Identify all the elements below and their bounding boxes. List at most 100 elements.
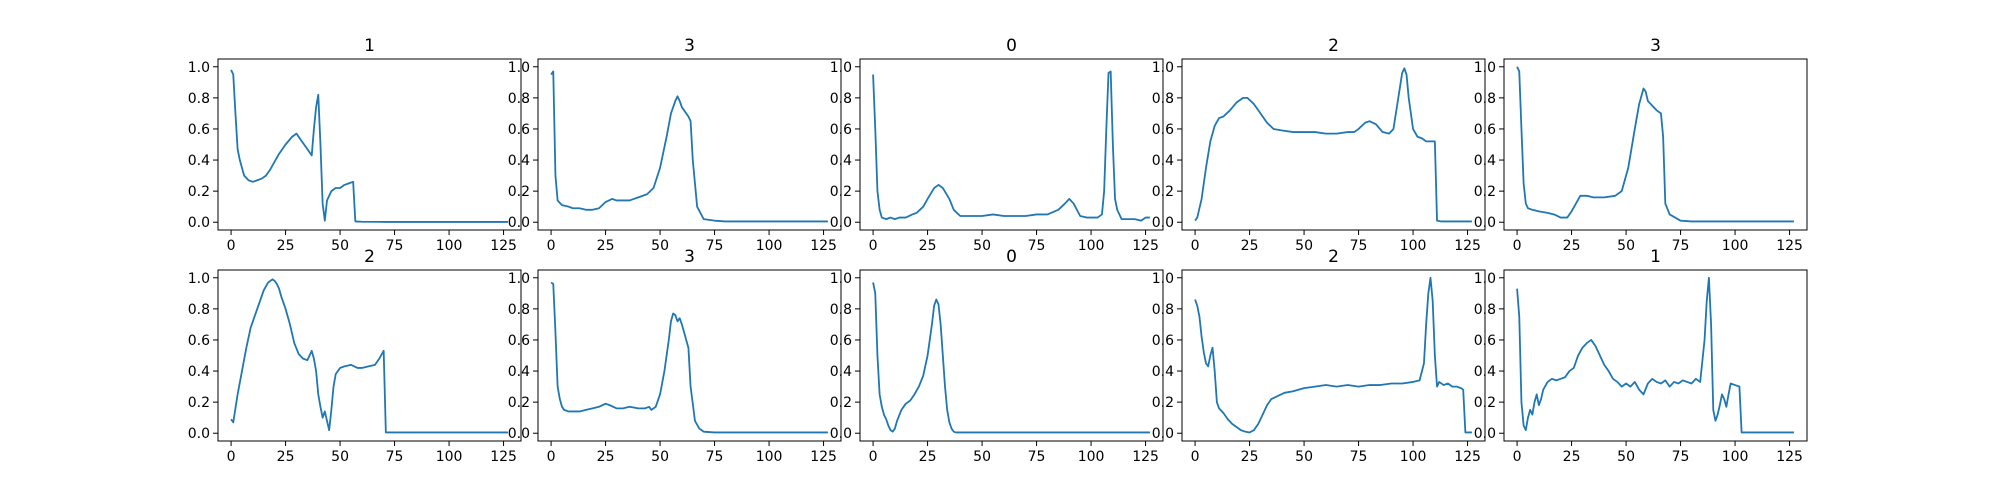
x-tick-label: 0 xyxy=(1513,238,1522,254)
x-tick-label: 100 xyxy=(1078,449,1105,465)
subplot-8: 0 0 25 50 75 100 125 0.0 0.2 0.4 0.6 0.8 1.0 xyxy=(830,247,1164,465)
y-tick-label: 0.8 xyxy=(508,302,530,318)
subplot-10: 1 0 25 50 75 100 125 0.0 0.2 0.4 0.6 0.8 1.0 xyxy=(1474,247,1808,465)
y-tick-label: 1.0 xyxy=(830,60,852,76)
x-tick-label: 125 xyxy=(490,449,517,465)
x-tick-label: 75 xyxy=(1028,449,1046,465)
x-tick-label: 75 xyxy=(706,238,724,254)
axes-frame xyxy=(537,269,842,442)
subplot-title: 3 xyxy=(684,247,695,267)
x-tick-label: 50 xyxy=(1295,238,1313,254)
y-tick-label: 0.8 xyxy=(508,91,530,107)
subplot-2: 3 0 25 50 75 100 125 0.0 0.2 0.4 0.6 0.8 1.0 xyxy=(508,36,842,254)
x-tick-label: 100 xyxy=(436,238,463,254)
x-tick-label: 75 xyxy=(386,449,404,465)
y-tick-label: 1.0 xyxy=(508,60,530,76)
y-tick-label: 0.8 xyxy=(188,91,210,107)
subplot-9: 2 0 25 50 75 100 125 0.0 0.2 0.4 0.6 0.8 1.0 xyxy=(1152,247,1486,465)
y-tick-label: 0.0 xyxy=(830,426,852,442)
series-line xyxy=(872,282,1150,434)
y-tick-label: 0.0 xyxy=(188,215,210,231)
y-tick-label: 0.4 xyxy=(1474,153,1496,169)
subplot-title: 1 xyxy=(1650,247,1661,267)
axes-frame xyxy=(217,58,522,231)
y-tick-label: 0.0 xyxy=(1152,215,1174,231)
x-tick-label: 50 xyxy=(651,449,669,465)
x-tick-label: 25 xyxy=(1241,238,1259,254)
y-tick-label: 0.2 xyxy=(1474,395,1496,411)
y-tick-label: 0.2 xyxy=(1474,184,1496,200)
x-tick-label: 0 xyxy=(227,238,236,254)
x-tick-label: 100 xyxy=(1400,449,1427,465)
y-tick-label: 0.4 xyxy=(508,364,530,380)
x-tick-label: 0 xyxy=(869,449,878,465)
y-tick-label: 0.4 xyxy=(1474,364,1496,380)
x-tick-label: 0 xyxy=(547,449,556,465)
y-tick-label: 0.2 xyxy=(1152,395,1174,411)
x-tick-label: 100 xyxy=(1400,238,1427,254)
y-tick-label: 0.0 xyxy=(1474,426,1496,442)
y-tick-label: 1.0 xyxy=(1152,271,1174,287)
x-tick-label: 50 xyxy=(1617,449,1635,465)
x-tick-label: 25 xyxy=(277,238,295,254)
y-tick-label: 0.8 xyxy=(188,302,210,318)
x-tick-label: 0 xyxy=(1191,238,1200,254)
x-tick-label: 125 xyxy=(1454,449,1481,465)
series-line xyxy=(550,70,828,223)
y-tick-label: 0.6 xyxy=(508,122,530,138)
y-tick-label: 0.6 xyxy=(830,333,852,349)
x-tick-label: 25 xyxy=(277,449,295,465)
x-tick-label: 125 xyxy=(1132,449,1159,465)
y-tick-label: 0.2 xyxy=(508,395,530,411)
subplot-title: 0 xyxy=(1006,36,1017,56)
y-tick-label: 0.4 xyxy=(188,153,210,169)
y-tick-label: 0.0 xyxy=(188,426,210,442)
x-tick-label: 50 xyxy=(331,449,349,465)
series-line xyxy=(1194,276,1472,434)
axes-frame xyxy=(1181,58,1486,231)
x-tick-label: 25 xyxy=(1563,449,1581,465)
y-tick-label: 0.6 xyxy=(1152,333,1174,349)
y-tick-label: 1.0 xyxy=(1474,271,1496,287)
y-tick-label: 0.8 xyxy=(830,302,852,318)
y-tick-label: 0.6 xyxy=(830,122,852,138)
axes-frame xyxy=(1503,58,1808,231)
y-tick-label: 0.2 xyxy=(830,184,852,200)
axes-frame xyxy=(859,269,1164,442)
subplot-title: 2 xyxy=(1328,36,1339,56)
subplot-title: 0 xyxy=(1006,247,1017,267)
y-tick-label: 0.8 xyxy=(830,91,852,107)
x-tick-label: 25 xyxy=(597,449,615,465)
subplot-1: 1 0 25 50 75 100 125 0.0 0.2 0.4 0.6 0.8 1.0 xyxy=(188,36,522,254)
y-tick-label: 0.0 xyxy=(508,426,530,442)
x-tick-label: 100 xyxy=(436,449,463,465)
x-tick-label: 100 xyxy=(1078,238,1105,254)
x-tick-label: 0 xyxy=(1191,449,1200,465)
y-tick-label: 1.0 xyxy=(1474,60,1496,76)
x-tick-label: 50 xyxy=(973,238,991,254)
axes-frame xyxy=(859,58,1164,231)
y-tick-label: 1.0 xyxy=(508,271,530,287)
x-tick-label: 50 xyxy=(331,238,349,254)
x-tick-label: 125 xyxy=(1132,238,1159,254)
series-line xyxy=(1194,67,1472,223)
y-tick-label: 1.0 xyxy=(1152,60,1174,76)
x-tick-label: 125 xyxy=(1454,238,1481,254)
x-tick-label: 0 xyxy=(1513,449,1522,465)
series-line xyxy=(550,281,828,434)
y-tick-label: 0.4 xyxy=(1152,153,1174,169)
y-tick-label: 1.0 xyxy=(830,271,852,287)
y-tick-label: 0.6 xyxy=(1474,122,1496,138)
y-tick-label: 0.4 xyxy=(830,364,852,380)
series-line xyxy=(230,278,508,434)
x-tick-label: 75 xyxy=(1350,449,1368,465)
y-tick-label: 0.2 xyxy=(1152,184,1174,200)
y-tick-label: 0.2 xyxy=(508,184,530,200)
y-tick-label: 0.2 xyxy=(188,395,210,411)
x-tick-label: 25 xyxy=(1241,449,1259,465)
x-tick-label: 75 xyxy=(1672,449,1690,465)
y-tick-label: 0.8 xyxy=(1474,302,1496,318)
y-tick-label: 0.4 xyxy=(508,153,530,169)
x-tick-label: 100 xyxy=(1722,238,1749,254)
